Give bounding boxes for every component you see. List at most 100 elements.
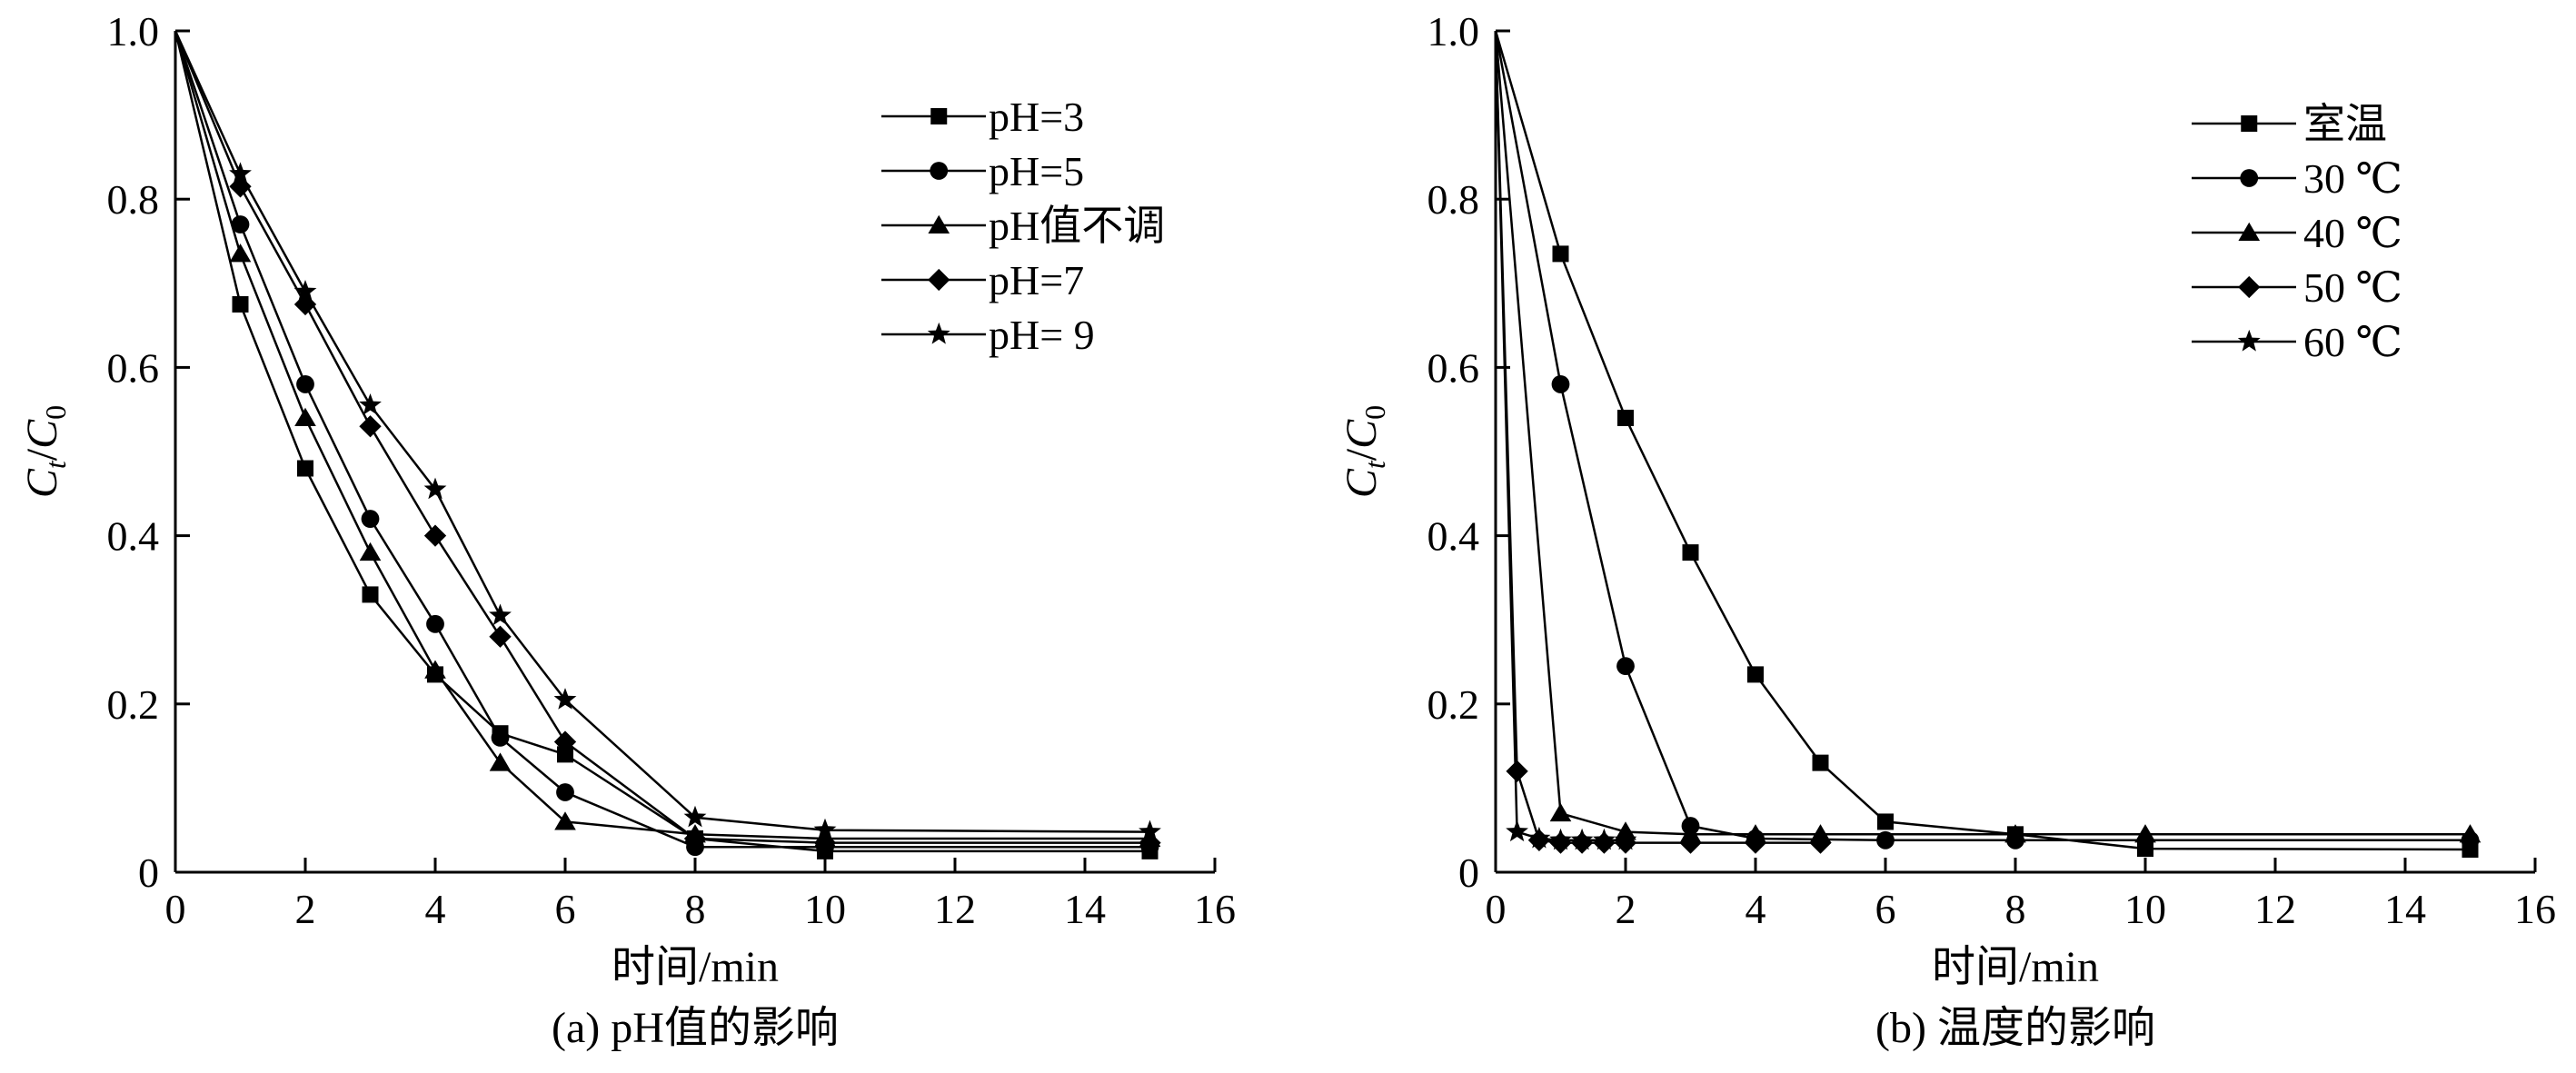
series-line xyxy=(174,30,1150,840)
data-point xyxy=(1812,754,1829,771)
data-point xyxy=(1551,375,1570,393)
x-tick-label: 2 xyxy=(1616,886,1636,932)
legend-label: pH=3 xyxy=(989,94,1084,140)
legend: 室温 30 ℃ 40 ℃ 50 ℃ 60 ℃ xyxy=(2192,101,2402,365)
legend-label: pH=7 xyxy=(989,257,1084,303)
legend-label: pH= 9 xyxy=(989,312,1095,358)
y-axis-label-part: C xyxy=(18,419,66,449)
data-point xyxy=(1747,666,1764,683)
y-axis-label: Ct/C0 xyxy=(18,405,72,498)
data-point xyxy=(1876,830,1895,849)
y-axis-label-part: t xyxy=(39,460,72,469)
y-tick-label: 0.2 xyxy=(107,681,160,728)
data-point xyxy=(1617,409,1634,426)
data-point xyxy=(359,393,382,415)
series-line xyxy=(174,30,1150,833)
data-point xyxy=(294,407,316,426)
y-tick-label: 0.8 xyxy=(1427,176,1480,223)
data-point xyxy=(557,746,573,763)
x-tick-label: 14 xyxy=(1064,886,1106,932)
data-point xyxy=(489,625,512,648)
series-line xyxy=(174,30,1150,849)
data-point xyxy=(1570,828,1594,850)
data-point xyxy=(359,415,382,438)
data-point xyxy=(1506,820,1528,842)
y-tick-label: 0.4 xyxy=(1427,513,1480,560)
data-point xyxy=(2137,840,2153,858)
data-point xyxy=(489,752,512,771)
data-point xyxy=(426,614,444,633)
legend: pH=3 pH=5 pH值不调 pH=7 pH= 9 xyxy=(881,94,1165,358)
legend-marker xyxy=(2238,222,2261,241)
data-point xyxy=(1744,831,1767,854)
legend-label: 40 ℃ xyxy=(2303,210,2402,256)
y-axis-label-part: C xyxy=(18,468,66,498)
y-tick-label: 1.0 xyxy=(1427,8,1480,55)
x-axis-label: 时间/min xyxy=(1932,943,2099,991)
x-tick-label: 10 xyxy=(2124,886,2166,932)
data-point xyxy=(2134,824,2156,843)
legend-label: pH值不调 xyxy=(989,203,1165,249)
data-point xyxy=(232,295,249,313)
y-tick-label: 0 xyxy=(138,849,159,896)
data-point xyxy=(491,728,510,747)
y-tick-label: 1.0 xyxy=(107,8,160,55)
data-point xyxy=(1877,813,1894,830)
data-point xyxy=(813,818,837,840)
data-point xyxy=(362,586,379,603)
legend-marker xyxy=(930,108,948,124)
x-tick-label: 4 xyxy=(425,886,446,932)
data-point xyxy=(1552,245,1569,263)
y-axis-label-part: 0 xyxy=(39,405,72,420)
legend-marker xyxy=(928,268,950,292)
legend-label: 60 ℃ xyxy=(2303,319,2402,365)
data-point xyxy=(297,460,313,477)
series-line xyxy=(1494,30,2471,851)
legend-marker xyxy=(927,322,950,344)
chart-caption: (b) 温度的影响 xyxy=(1875,1004,2155,1052)
data-point xyxy=(2004,824,2026,843)
series-line xyxy=(1494,30,1626,842)
legend-marker xyxy=(928,214,950,233)
y-axis-label-part: / xyxy=(1338,448,1386,461)
legend-label: 30 ℃ xyxy=(2303,155,2402,202)
legend-marker xyxy=(930,162,949,180)
data-point xyxy=(1549,802,1572,822)
x-tick-label: 16 xyxy=(1194,886,1236,932)
data-point xyxy=(683,805,707,828)
y-axis-label-part: 0 xyxy=(1358,405,1391,420)
data-point xyxy=(229,162,252,184)
x-tick-label: 4 xyxy=(1746,886,1766,932)
data-point xyxy=(293,293,317,316)
y-tick-label: 0.2 xyxy=(1427,681,1480,728)
data-point xyxy=(554,811,576,830)
data-point xyxy=(424,660,446,679)
series-line xyxy=(1494,30,2471,836)
x-tick-label: 12 xyxy=(2254,886,2296,932)
data-point xyxy=(423,477,447,500)
legend-label: 50 ℃ xyxy=(2303,264,2402,311)
y-axis-label-part: / xyxy=(18,448,66,461)
series-line xyxy=(1494,30,2471,842)
data-point xyxy=(1616,657,1635,676)
y-axis-label: Ct/C0 xyxy=(1338,405,1391,498)
data-point xyxy=(296,375,314,393)
x-tick-label: 6 xyxy=(1875,886,1896,932)
data-point xyxy=(556,783,574,801)
y-axis-label-part: t xyxy=(1358,460,1391,469)
y-tick-label: 0 xyxy=(1458,849,1479,896)
legend-marker xyxy=(2241,115,2258,132)
data-point xyxy=(1614,828,1637,850)
legend-label: pH=5 xyxy=(989,148,1084,194)
y-tick-label: 0.8 xyxy=(107,176,160,223)
y-tick-label: 0.6 xyxy=(107,344,160,391)
series-line xyxy=(1494,30,1821,844)
legend-marker xyxy=(2240,169,2259,187)
series-line xyxy=(174,30,1150,844)
data-point xyxy=(683,827,707,850)
data-point xyxy=(1527,826,1551,849)
data-point xyxy=(1549,828,1572,850)
data-point xyxy=(489,603,512,626)
data-point xyxy=(229,175,252,198)
